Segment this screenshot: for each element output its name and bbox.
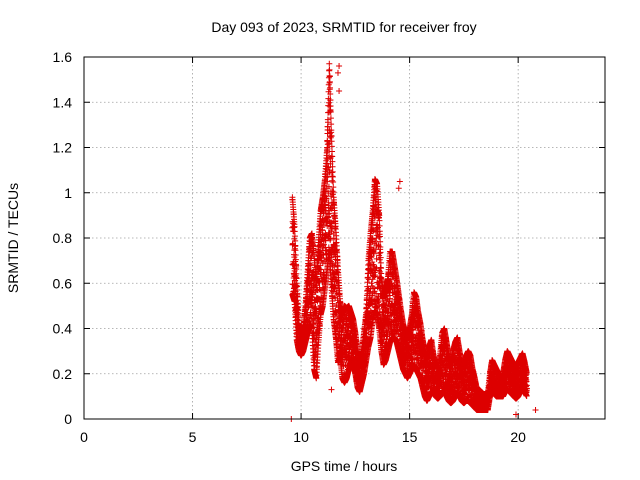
data-point bbox=[329, 148, 336, 155]
data-point bbox=[328, 127, 335, 134]
data-point bbox=[328, 133, 335, 140]
data-point bbox=[306, 260, 313, 267]
data-point bbox=[324, 178, 331, 185]
x-tick-label: 0 bbox=[80, 429, 88, 445]
data-point bbox=[377, 259, 384, 266]
y-tick-label: 0.8 bbox=[53, 230, 73, 246]
data-point bbox=[329, 168, 336, 175]
y-tick-label: 0.6 bbox=[53, 275, 73, 291]
data-point bbox=[326, 60, 333, 67]
data-point bbox=[316, 266, 323, 273]
y-tick-label: 0 bbox=[64, 411, 72, 427]
data-point bbox=[330, 189, 337, 196]
tick-labels: 0 5 10 15 20 0 0.2 0.4 0.6 0.8 1 1.2 1.4 1.6 bbox=[53, 49, 527, 445]
chart-title: Day 093 of 2023, SRMTID for receiver fro… bbox=[211, 19, 476, 35]
data-point bbox=[332, 294, 339, 301]
data-point bbox=[322, 237, 329, 244]
data-point bbox=[327, 90, 334, 97]
data-point bbox=[327, 109, 334, 116]
data-point bbox=[377, 249, 384, 256]
data-point bbox=[329, 158, 336, 165]
x-tick-label: 5 bbox=[189, 429, 197, 445]
y-tick-label: 0.2 bbox=[53, 366, 73, 382]
data-point bbox=[325, 141, 332, 148]
x-tick-label: 10 bbox=[293, 429, 309, 445]
data-point bbox=[327, 96, 334, 103]
data-point bbox=[328, 138, 335, 145]
y-tick-label: 1 bbox=[64, 185, 72, 201]
data-point bbox=[320, 241, 327, 248]
data-point bbox=[328, 121, 335, 128]
data-point bbox=[326, 78, 333, 85]
data-point bbox=[322, 201, 329, 208]
data-point bbox=[327, 103, 334, 110]
data-point bbox=[326, 66, 333, 73]
x-tick-label: 20 bbox=[510, 429, 526, 445]
data-point bbox=[309, 290, 316, 297]
data-point bbox=[327, 84, 334, 91]
data-point bbox=[329, 153, 336, 160]
data-points bbox=[288, 60, 539, 422]
x-tick-label: 15 bbox=[402, 429, 418, 445]
data-point bbox=[329, 163, 336, 170]
data-point bbox=[304, 287, 311, 294]
y-tick-label: 1.2 bbox=[53, 140, 73, 156]
data-point bbox=[329, 173, 336, 180]
data-point bbox=[317, 266, 324, 273]
data-point bbox=[325, 214, 332, 221]
data-point bbox=[326, 210, 333, 217]
data-point bbox=[327, 115, 334, 122]
data-point bbox=[310, 324, 317, 331]
data-point bbox=[324, 116, 331, 123]
data-point bbox=[330, 184, 337, 191]
data-point bbox=[328, 143, 335, 150]
data-point bbox=[290, 220, 297, 227]
data-point bbox=[329, 173, 336, 180]
data-point bbox=[323, 195, 330, 202]
data-point bbox=[326, 99, 333, 106]
data-point bbox=[310, 320, 317, 327]
y-tick-label: 1.4 bbox=[53, 94, 73, 110]
data-point bbox=[323, 195, 330, 202]
y-tick-label: 1.6 bbox=[53, 49, 73, 65]
data-point bbox=[330, 179, 337, 186]
y-tick-label: 0.4 bbox=[53, 321, 73, 337]
data-point bbox=[326, 72, 333, 79]
data-point bbox=[325, 164, 332, 171]
